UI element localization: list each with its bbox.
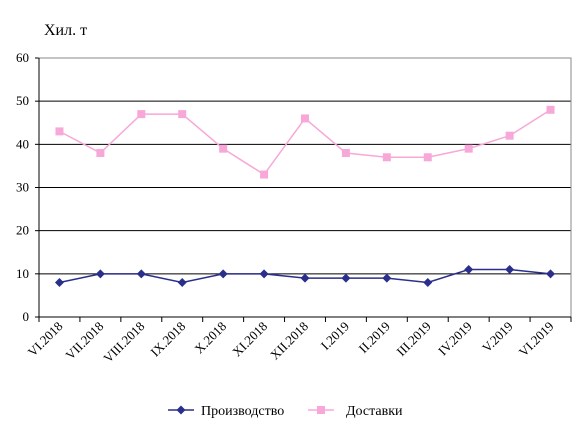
legend: Производство Доставки bbox=[168, 404, 403, 419]
data-point bbox=[341, 148, 350, 157]
x-tick-label: I.2019 bbox=[318, 319, 352, 353]
data-point bbox=[219, 144, 228, 153]
x-tick-label: X.2018 bbox=[191, 319, 229, 357]
data-point bbox=[341, 273, 351, 283]
x-tick-label: VI.2018 bbox=[25, 319, 66, 360]
legend-marker bbox=[176, 405, 186, 415]
data-point bbox=[136, 269, 146, 279]
legend-label: Производство bbox=[201, 404, 284, 419]
axes bbox=[35, 57, 572, 322]
y-tick-label: 50 bbox=[16, 93, 29, 108]
data-point bbox=[259, 269, 269, 279]
data-point bbox=[54, 277, 64, 287]
data-point bbox=[505, 131, 514, 140]
data-point bbox=[505, 265, 515, 275]
y-tick-label: 40 bbox=[16, 136, 29, 151]
data-point bbox=[382, 153, 391, 162]
series-1 bbox=[54, 265, 556, 287]
data-point bbox=[423, 277, 433, 287]
legend-marker bbox=[317, 406, 325, 414]
x-tick-label: XII.2018 bbox=[267, 319, 311, 363]
data-point bbox=[218, 269, 228, 279]
x-tick-label: IV.2019 bbox=[435, 319, 475, 359]
y-tick-label: 10 bbox=[16, 266, 29, 281]
x-tick-label: VI.2019 bbox=[516, 319, 557, 360]
data-point bbox=[96, 148, 105, 157]
x-tick-label: V.2019 bbox=[479, 319, 516, 356]
data-point bbox=[177, 277, 187, 287]
data-point bbox=[178, 110, 187, 119]
data-point bbox=[382, 273, 392, 283]
data-point bbox=[95, 269, 105, 279]
y-tick-label: 30 bbox=[16, 180, 29, 195]
x-tick-label: VIII.2018 bbox=[100, 319, 147, 366]
x-tick-label: XI.2018 bbox=[229, 319, 270, 360]
data-point bbox=[464, 144, 473, 153]
data-point bbox=[423, 153, 432, 162]
x-tick-label: II.2019 bbox=[356, 319, 393, 356]
data-point bbox=[137, 110, 146, 119]
x-tick-label: IX.2018 bbox=[147, 319, 188, 360]
data-point bbox=[546, 105, 555, 114]
y-tick-label: 60 bbox=[16, 50, 29, 65]
y-axis-unit-label: Хил. т bbox=[44, 22, 87, 39]
x-tick-label: III.2019 bbox=[393, 319, 433, 359]
y-tick-labels: 0 10 20 30 40 50 60 bbox=[16, 50, 29, 324]
series-2 bbox=[55, 105, 555, 179]
data-point bbox=[546, 269, 556, 279]
data-point bbox=[301, 114, 309, 123]
data-point bbox=[464, 265, 474, 275]
data-point bbox=[300, 273, 310, 283]
data-point bbox=[260, 170, 269, 179]
y-tick-label: 20 bbox=[16, 223, 29, 238]
series-lines bbox=[54, 105, 556, 287]
gridlines bbox=[39, 57, 571, 275]
data-point bbox=[55, 127, 64, 136]
y-tick-label: 0 bbox=[23, 309, 30, 324]
legend-label: Доставки bbox=[346, 404, 403, 419]
